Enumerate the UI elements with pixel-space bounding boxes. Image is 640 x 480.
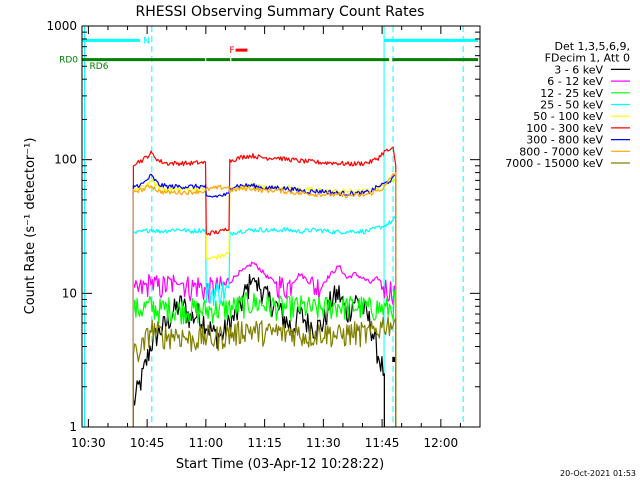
series-line-2 — [132, 261, 397, 427]
legend-label-9: 7000 - 15000 keV — [505, 157, 603, 170]
footer-timestamp: 20-Oct-2021 01:53 — [560, 469, 636, 478]
legend-label-1: 3 - 6 keV — [554, 63, 603, 76]
legend: Det 1,3,5,6,9,FDecim 1, Att 03 - 6 keV6 … — [505, 40, 630, 170]
series-line-6 — [132, 146, 397, 427]
legend-label-5: 50 - 100 keV — [533, 110, 603, 123]
x-tick-label-7: 12:00 — [424, 436, 459, 450]
series-line-9 — [132, 316, 397, 427]
legend-label-3: 12 - 25 keV — [540, 87, 603, 100]
x-tick-label-4: 11:15 — [247, 436, 282, 450]
flag-label-rd6: RD6 — [90, 62, 109, 72]
plot-inner — [82, 26, 479, 427]
series-line-3 — [132, 289, 397, 427]
legend-label-8: 800 - 7000 keV — [519, 145, 603, 158]
legend-header-1: Det 1,3,5,6,9, — [554, 40, 630, 53]
flag-label-n: N — [143, 36, 150, 46]
x-tick-label-6: 11:45 — [365, 436, 400, 450]
x-axis-label: Start Time (03-Apr-12 10:28:22) — [176, 457, 384, 472]
legend-header-2: FDecim 1, Att 0 — [545, 52, 630, 65]
x-tick-label-2: 10:45 — [130, 436, 165, 450]
x-tick-label-1: 10:30 — [71, 436, 106, 450]
legend-label-6: 100 - 300 keV — [526, 122, 603, 135]
y-tick-label-2: 10 — [62, 286, 77, 300]
legend-label-7: 300 - 800 keV — [526, 134, 603, 147]
series-line-4 — [132, 215, 397, 427]
axes: 10:30 10:45 11:00 11:15 11:30 11:45 12:00 1 10 10… — [46, 19, 481, 450]
chart-title: RHESSI Observing Summary Count Rates — [136, 4, 425, 20]
series-line-8 — [132, 172, 397, 427]
y-axis-label: Count Rate (s⁻¹ detector⁻¹) — [23, 138, 38, 315]
series-line-5 — [132, 175, 397, 427]
x-tick-label-3: 11:00 — [189, 436, 224, 450]
flag-label-f: F — [229, 46, 234, 56]
legend-label-2: 6 - 12 keV — [547, 75, 603, 88]
legend-label-4: 25 - 50 keV — [540, 99, 603, 112]
flag-label-rd0: RD0 — [59, 56, 78, 66]
y-tick-label-3: 100 — [54, 153, 77, 167]
y-tick-label-4: 1000 — [46, 19, 77, 33]
y-tick-label-1: 1 — [69, 420, 77, 434]
x-tick-label-5: 11:30 — [306, 436, 341, 450]
plot-frame — [81, 25, 481, 428]
plot-area: N RD0 RD6 F — [59, 26, 479, 427]
